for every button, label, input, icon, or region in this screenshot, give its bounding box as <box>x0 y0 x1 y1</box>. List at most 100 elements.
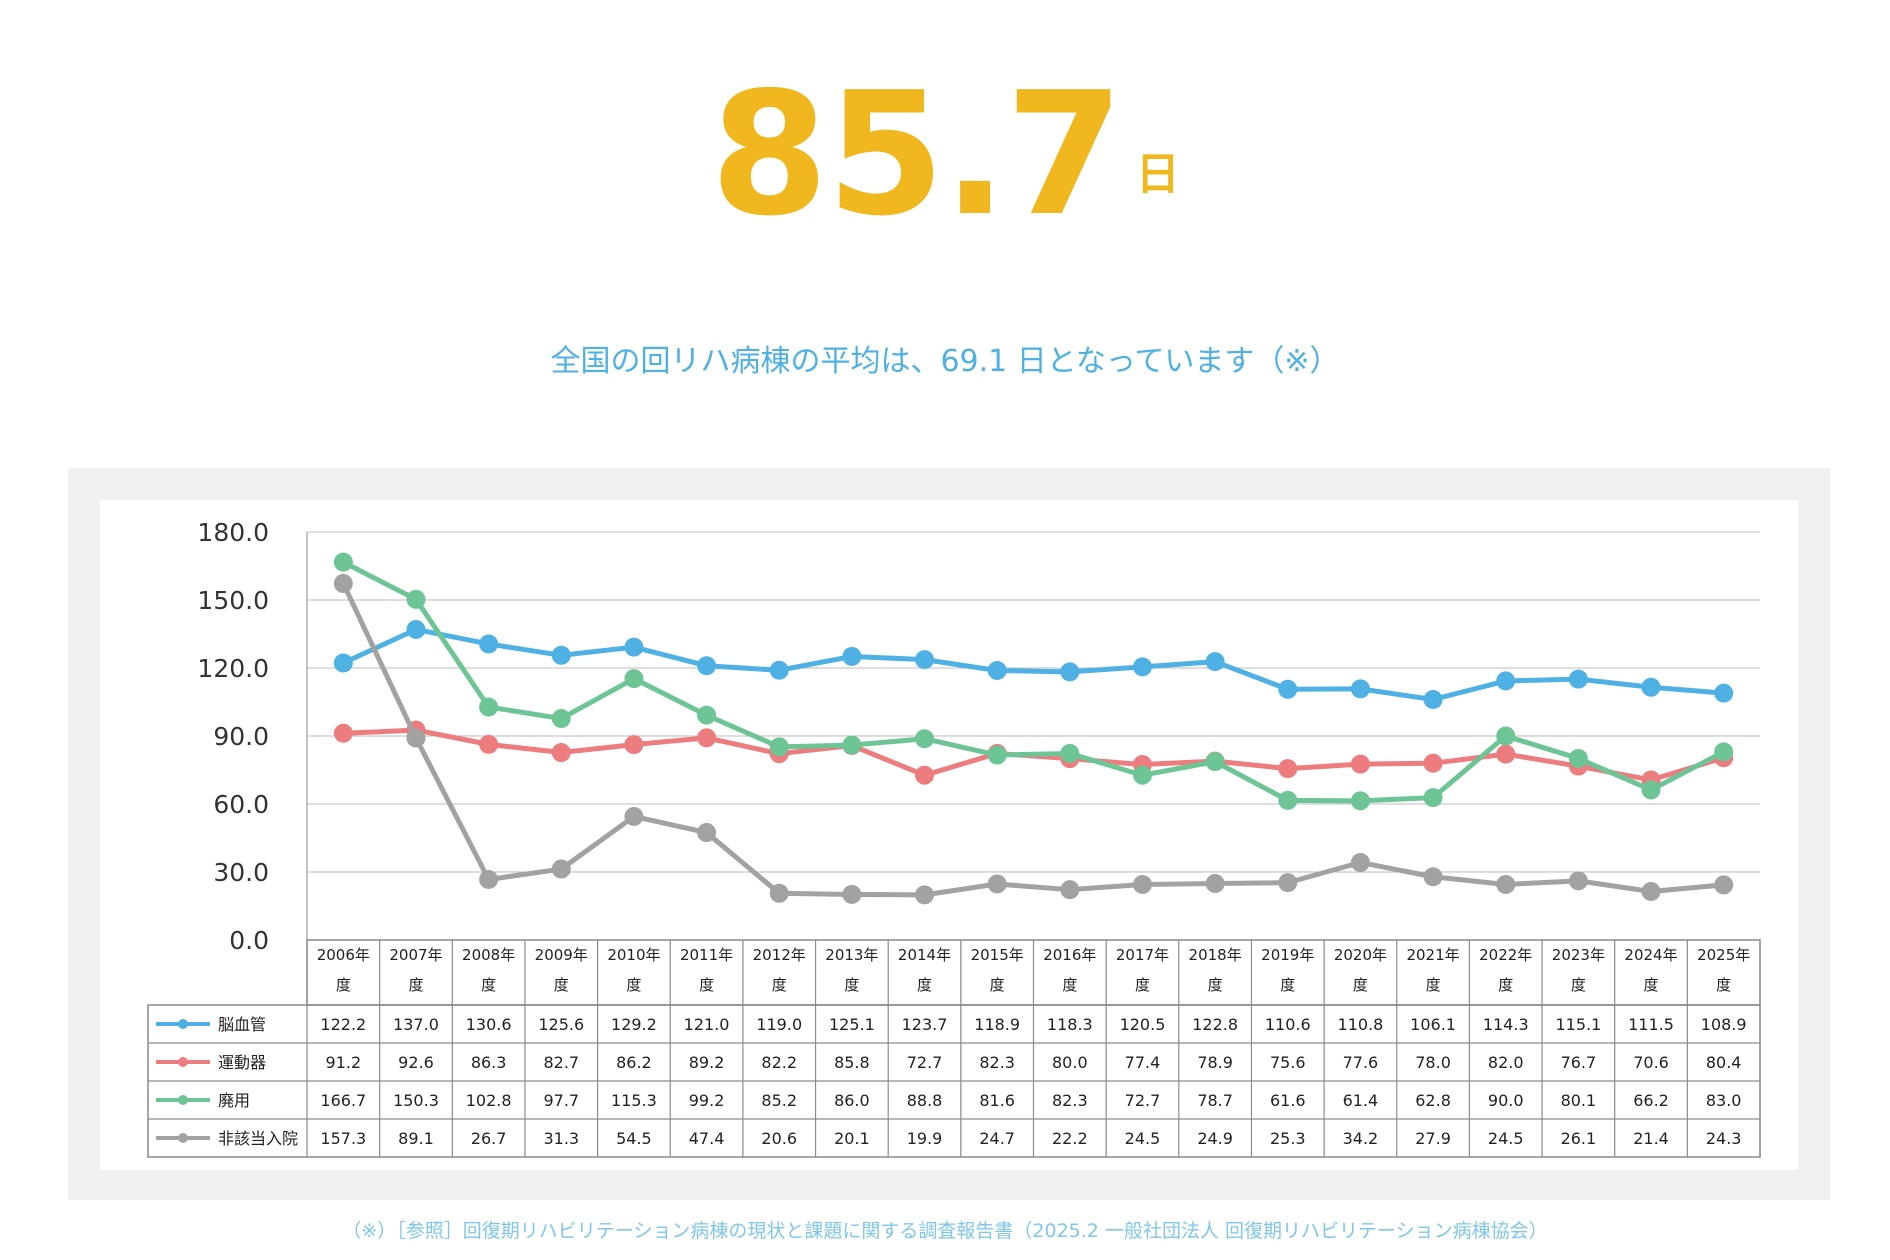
data-point <box>624 637 644 657</box>
legend-entry: 廃用 <box>218 1091 250 1110</box>
data-table-cell: 129.2 <box>611 1015 657 1034</box>
data-table-cell: 115.3 <box>611 1091 657 1110</box>
x-tick-label: 2021年 <box>1406 946 1459 964</box>
data-point <box>406 728 426 748</box>
data-table-cell: 102.8 <box>466 1091 512 1110</box>
data-table-cell: 89.2 <box>689 1053 725 1072</box>
data-table-cell: 83.0 <box>1706 1091 1742 1110</box>
legend-entry: 脳血管 <box>218 1015 266 1034</box>
data-point <box>697 705 717 725</box>
data-point <box>551 859 571 879</box>
y-tick-label: 180.0 <box>197 518 269 547</box>
data-table-cell: 110.6 <box>1265 1015 1311 1034</box>
legend-key-marker <box>178 1019 188 1029</box>
data-table-cell: 119.0 <box>756 1015 802 1034</box>
x-tick-label: 2010年 <box>607 946 660 964</box>
data-point <box>624 806 644 826</box>
data-table-cell: 78.9 <box>1197 1053 1233 1072</box>
data-point <box>842 884 862 904</box>
data-table-cell: 121.0 <box>684 1015 730 1034</box>
data-point <box>1714 875 1734 895</box>
x-tick-label: 2014年 <box>898 946 951 964</box>
data-table-cell: 137.0 <box>393 1015 439 1034</box>
x-tick-label-suffix: 度 <box>1280 976 1295 994</box>
data-point <box>1496 726 1516 746</box>
data-table-cell: 77.4 <box>1125 1053 1161 1072</box>
data-table-cell: 25.3 <box>1270 1129 1306 1148</box>
x-tick-label-suffix: 度 <box>1571 976 1586 994</box>
data-point <box>1132 657 1152 677</box>
data-point <box>1278 679 1298 699</box>
data-table-cell: 86.0 <box>834 1091 870 1110</box>
data-table-cell: 24.5 <box>1125 1129 1161 1148</box>
x-tick-label-suffix: 度 <box>626 976 641 994</box>
data-table-cell: 80.1 <box>1561 1091 1597 1110</box>
data-table-cell: 86.3 <box>471 1053 507 1072</box>
data-point <box>1205 874 1225 894</box>
x-tick-label: 2023年 <box>1552 946 1605 964</box>
data-table-cell: 22.2 <box>1052 1129 1088 1148</box>
data-point <box>1205 752 1225 772</box>
x-tick-label: 2024年 <box>1624 946 1677 964</box>
data-table-cell: 24.5 <box>1488 1129 1524 1148</box>
data-point <box>1496 744 1516 764</box>
data-table-cell: 82.2 <box>761 1053 797 1072</box>
data-table-cell: 80.4 <box>1706 1053 1742 1072</box>
data-point <box>551 743 571 763</box>
data-table-cell: 80.0 <box>1052 1053 1088 1072</box>
data-point <box>915 765 935 785</box>
y-tick-label: 0.0 <box>229 926 269 955</box>
data-table-cell: 166.7 <box>320 1091 366 1110</box>
x-tick-label: 2013年 <box>825 946 878 964</box>
data-point <box>915 885 935 905</box>
footnote: （※）［参照］回復期リハビリテーション病棟の現状と課題に関する調査報告書（202… <box>342 1220 1548 1242</box>
x-tick-label-suffix: 度 <box>554 976 569 994</box>
headline-value: 85.7 <box>710 56 1123 254</box>
x-tick-label-suffix: 度 <box>990 976 1005 994</box>
data-point <box>624 735 644 755</box>
chart-area: 180.0 150.0 120.0 90.0 60.0 30.0 0.0 2006年度 2007… <box>100 500 1798 1170</box>
data-table-cell: 118.9 <box>974 1015 1020 1034</box>
data-point <box>915 650 935 670</box>
legend-entry: 非該当入院 <box>218 1129 298 1148</box>
data-table-cell: 24.7 <box>979 1129 1015 1148</box>
data-point <box>1205 652 1225 672</box>
data-table-cell: 85.2 <box>761 1091 797 1110</box>
data-table-cell: 24.9 <box>1197 1129 1233 1148</box>
data-point <box>1568 871 1588 891</box>
data-point <box>1714 742 1734 762</box>
data-table-cell: 78.7 <box>1197 1091 1233 1110</box>
series-廃用 <box>333 552 1734 811</box>
data-table-cell: 82.3 <box>979 1053 1015 1072</box>
data-point <box>1423 690 1443 710</box>
legend-key-marker <box>178 1133 188 1143</box>
data-point <box>406 619 426 639</box>
data-point <box>842 646 862 666</box>
x-tick-label-suffix: 度 <box>336 976 351 994</box>
data-table-cell: 114.3 <box>1483 1015 1529 1034</box>
legend-key-marker <box>178 1057 188 1067</box>
data-table-cell: 82.3 <box>1052 1091 1088 1110</box>
data-table-cell: 21.4 <box>1633 1129 1669 1148</box>
data-table-cell: 108.9 <box>1701 1015 1747 1034</box>
data-table-cell: 81.6 <box>979 1091 1015 1110</box>
x-tick-label: 2019年 <box>1261 946 1314 964</box>
data-table-cell: 72.7 <box>1125 1091 1161 1110</box>
data-table-cell: 86.2 <box>616 1053 652 1072</box>
data-table-cell: 70.6 <box>1633 1053 1669 1072</box>
data-point <box>697 728 717 748</box>
x-tick-label-suffix: 度 <box>844 976 859 994</box>
data-point <box>987 745 1007 765</box>
data-table-cell: 90.0 <box>1488 1091 1524 1110</box>
data-table-cell: 77.6 <box>1343 1053 1379 1072</box>
x-tick-label: 2022年 <box>1479 946 1532 964</box>
data-point <box>333 573 353 593</box>
data-table-cell: 34.2 <box>1343 1129 1379 1148</box>
data-point <box>624 669 644 689</box>
data-point <box>479 869 499 889</box>
data-point <box>479 634 499 654</box>
x-tick-label: 2011年 <box>680 946 733 964</box>
data-table-cell: 92.6 <box>398 1053 434 1072</box>
data-point <box>1278 873 1298 893</box>
